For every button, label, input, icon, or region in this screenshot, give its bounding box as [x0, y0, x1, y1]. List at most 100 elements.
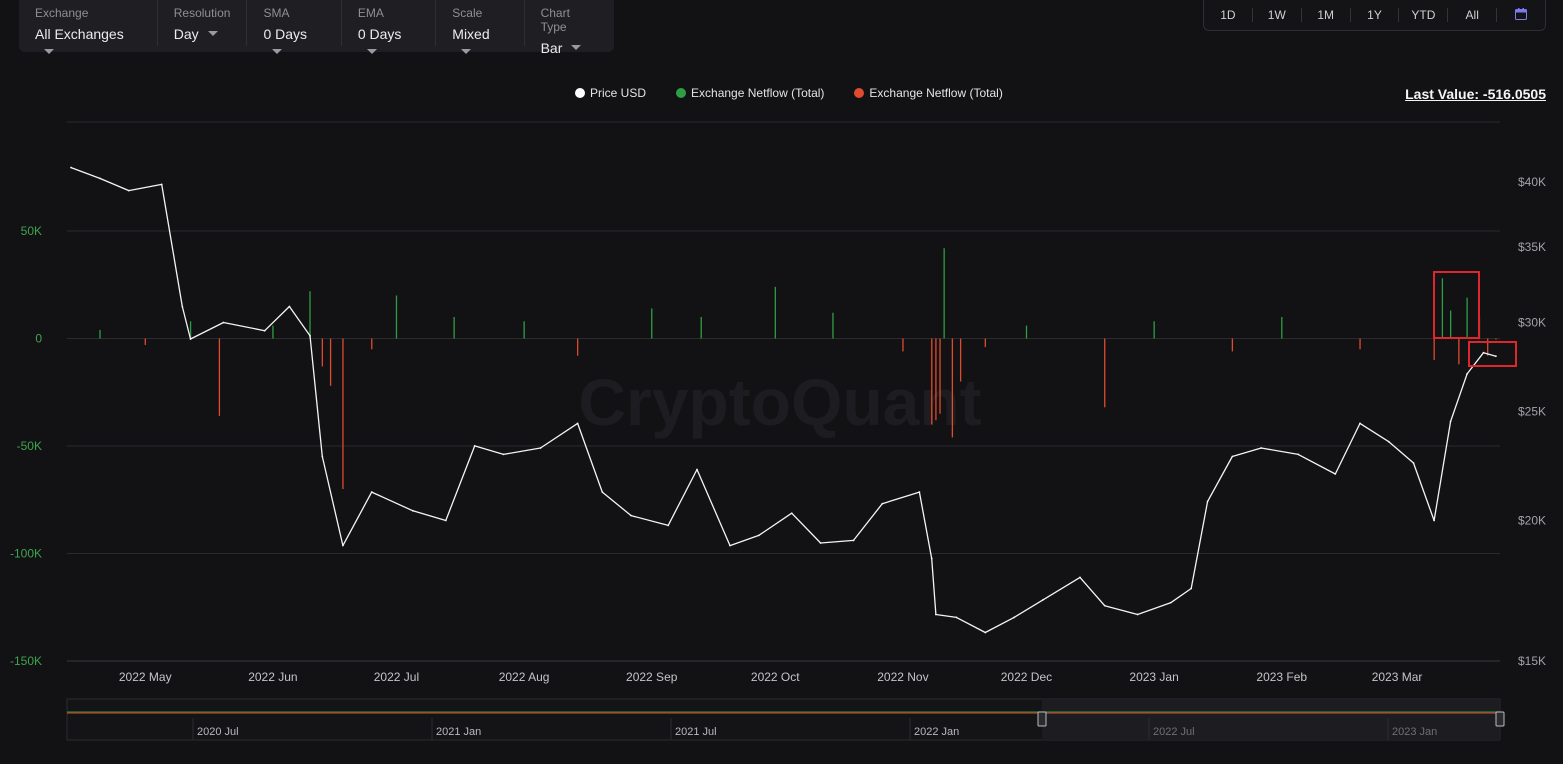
price-point: [473, 445, 476, 447]
netflow-bar: [1458, 338, 1460, 365]
netflow-bar: [1025, 325, 1028, 339]
price-point: [222, 321, 225, 324]
price-point: [1449, 420, 1452, 423]
left-axis-tick-label: -50K: [17, 439, 42, 453]
price-point: [288, 305, 291, 308]
legend-label-netflow-outflow: Exchange Netflow (Total): [869, 86, 1003, 100]
x-axis-tick-label: 2022 Nov: [877, 670, 928, 684]
price-point: [1206, 500, 1209, 503]
right-axis-tick-label: $15K: [1518, 654, 1546, 668]
navigator-tick-label: 2021 Jan: [436, 726, 481, 738]
range-1d-button[interactable]: 1D: [1220, 8, 1236, 22]
right-axis-tick-label: $35K: [1518, 240, 1546, 254]
resolution-value: Day: [173, 26, 199, 42]
ema-label: EMA: [357, 6, 384, 20]
legend-label-netflow-inflow: Exchange Netflow (Total): [691, 86, 825, 100]
price-point: [1387, 440, 1390, 443]
x-axis-tick-label: 2022 Jun: [248, 670, 297, 684]
price-point: [370, 491, 373, 493]
price-point: [70, 166, 73, 169]
navigator-handle[interactable]: [1495, 711, 1505, 727]
range-ytd-button[interactable]: YTD: [1411, 8, 1436, 22]
range-divider: [1447, 8, 1449, 22]
price-point: [1103, 604, 1106, 607]
price-point: [729, 544, 731, 547]
legend-item-price[interactable]: Price USD: [575, 86, 646, 100]
netflow-bar: [321, 338, 324, 367]
range-all-button[interactable]: All: [1465, 8, 1479, 22]
scale-dropdown[interactable]: Scale Mixed: [436, 0, 525, 54]
navigator-tick-label: 2021 Jul: [675, 726, 717, 738]
scale-label: Scale: [452, 6, 483, 20]
caret-down-icon: [366, 49, 377, 54]
netflow-bar: [189, 321, 192, 339]
chart-type-dropdown[interactable]: Chart Type Bar: [525, 0, 614, 56]
x-axis-tick-label: 2022 Dec: [1001, 670, 1052, 684]
price-point: [667, 524, 670, 527]
x-axis-tick-label: 2023 Mar: [1372, 670, 1423, 684]
last-value-link[interactable]: Last Value: -516.0505: [1405, 86, 1546, 102]
scale-value: Mixed: [452, 26, 490, 42]
netflow-bar: [99, 329, 101, 339]
time-range-selector: 1D 1W 1M 1Y YTD All: [1203, 0, 1546, 31]
legend-dot-icon: [575, 88, 585, 98]
price-point: [127, 189, 130, 192]
sma-dropdown[interactable]: SMA 0 Days: [247, 0, 342, 54]
right-axis-tick-label: $40K: [1518, 175, 1546, 189]
legend-item-netflow-outflow[interactable]: Exchange Netflow (Total): [854, 86, 1003, 100]
price-point: [263, 329, 266, 332]
caret-down-icon: [44, 49, 54, 54]
range-divider: [1398, 8, 1400, 22]
netflow-bar: [939, 338, 941, 414]
chart-type-label: Chart Type: [540, 6, 570, 34]
caret-down-icon: [571, 45, 582, 50]
range-1y-button[interactable]: 1Y: [1367, 8, 1382, 22]
netflow-bar: [577, 338, 579, 356]
exchange-dropdown[interactable]: Exchange All Exchanges: [19, 0, 158, 54]
netflow-bar: [453, 317, 455, 339]
netflow-bar: [1466, 297, 1468, 339]
caret-down-icon: [207, 31, 218, 36]
price-point: [99, 177, 101, 180]
price-point: [1169, 601, 1172, 604]
resolution-dropdown[interactable]: Resolution Day: [158, 0, 248, 46]
netflow-bar: [309, 291, 311, 339]
netflow-bar: [902, 338, 904, 352]
legend-item-netflow-inflow[interactable]: Exchange Netflow (Total): [676, 86, 824, 100]
ema-dropdown[interactable]: EMA 0 Days: [342, 0, 437, 54]
price-point: [955, 616, 958, 619]
navigator-handle[interactable]: [1037, 711, 1047, 727]
netflow-bar: [931, 338, 933, 425]
price-point: [411, 509, 414, 512]
price-point: [1482, 351, 1485, 354]
price-point: [630, 514, 633, 517]
netflow-bar: [371, 338, 373, 350]
range-divider: [1349, 8, 1351, 22]
legend-label-price: Price USD: [590, 86, 647, 100]
x-axis-tick-label: 2023 Jan: [1129, 670, 1178, 684]
chart-toolbar: Exchange All Exchanges Resolution Day SM…: [19, 0, 614, 56]
price-point: [576, 422, 579, 425]
range-1m-button[interactable]: 1M: [1317, 8, 1334, 22]
price-point: [852, 539, 855, 542]
sma-value: 0 Days: [263, 26, 308, 42]
chart-legend: Price USD Exchange Netflow (Total) Excha…: [575, 86, 1003, 100]
netflow-bar: [144, 338, 146, 345]
left-axis-tick-label: 0: [35, 332, 42, 346]
calendar-button[interactable]: [1497, 0, 1545, 30]
x-axis-tick-label: 2022 Sep: [626, 670, 678, 684]
price-point: [757, 534, 760, 537]
price-point: [984, 631, 987, 634]
right-axis-tick-label: $25K: [1518, 405, 1546, 419]
calendar-icon: [1515, 8, 1528, 20]
price-point: [696, 468, 698, 471]
netflow-bar: [1359, 338, 1361, 350]
caret-down-icon: [461, 49, 472, 54]
navigator-tick-label: 2022 Jan: [914, 726, 959, 738]
netflow-bar: [951, 338, 954, 438]
range-divider: [1496, 8, 1498, 22]
x-axis-tick-label: 2022 May: [119, 670, 172, 684]
range-1w-button[interactable]: 1W: [1267, 8, 1286, 22]
price-line: [70, 166, 1497, 634]
price-point: [1260, 447, 1263, 449]
